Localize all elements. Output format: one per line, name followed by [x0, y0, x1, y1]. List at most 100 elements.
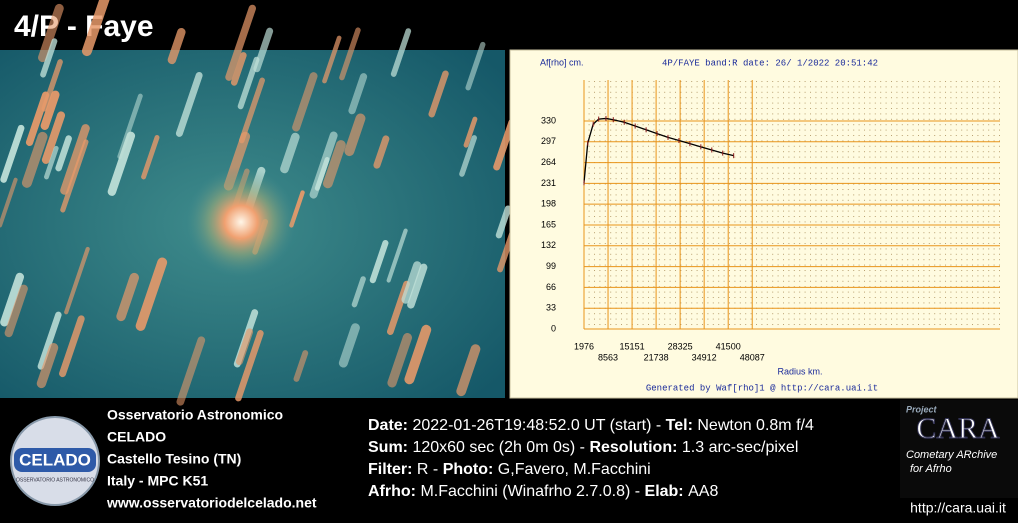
star-trail — [30, 95, 46, 142]
star-trail — [392, 338, 407, 383]
chart-footer: Generated by Waf[rho]1 @ http://cara.uai… — [646, 383, 878, 393]
star-trail — [373, 243, 386, 280]
star-trail — [87, 0, 108, 51]
star-trail — [63, 319, 82, 374]
star-trail — [238, 333, 260, 398]
info-value: Newton 0.8m f/4 — [697, 417, 814, 434]
star-trail — [9, 289, 24, 333]
star-trail — [242, 80, 262, 140]
info-label: Photo: — [443, 461, 494, 478]
star-trail — [257, 31, 270, 69]
observatory-line: Italy - MPC K51 — [107, 473, 208, 489]
star-trail — [43, 8, 60, 57]
star-trail — [45, 95, 56, 126]
y-tick-label: 0 — [551, 323, 556, 333]
star-trail — [411, 267, 424, 304]
y-tick-label: 66 — [546, 282, 556, 292]
x-tick-label: 48087 — [740, 352, 765, 362]
star-trail — [349, 118, 360, 151]
star-trail — [120, 96, 141, 157]
observatory-line: www.osservatoriodelcelado.net — [106, 495, 317, 511]
star-trail — [461, 349, 475, 391]
y-tick-label: 231 — [541, 178, 556, 188]
info-label: Afrho: — [368, 483, 416, 500]
info-line: Sum: 120x60 sec (2h 0m 0s) - Resolution:… — [368, 439, 798, 456]
info-label: Resolution: — [589, 439, 677, 456]
info-line: Date: 2022-01-26T19:48:52.0 UT (start) -… — [368, 417, 814, 434]
x-tick-label: 21738 — [644, 352, 669, 362]
star-trail — [46, 115, 61, 159]
info-label: Sum: — [368, 439, 408, 456]
y-tick-label: 198 — [541, 199, 556, 209]
star-trail — [468, 45, 483, 88]
comet — [186, 167, 296, 277]
star-trail — [43, 41, 54, 74]
star-trail — [27, 137, 43, 183]
star-trail — [466, 119, 475, 145]
info-line: Filter: R - Photo: G,Favero, M.Facchini — [368, 461, 651, 478]
info-line: Afrho: M.Facchini (Winafrho 2.7.0.8) - E… — [368, 483, 718, 500]
x-tick-label: 28325 — [668, 341, 693, 351]
observatory-line: Osservatorio Astronomico — [107, 407, 283, 423]
info-value: 2022-01-26T19:48:52.0 UT (start) - — [412, 417, 661, 434]
y-axis-label: Af[rho] cm. — [540, 57, 584, 67]
x-tick-label: 34912 — [692, 352, 717, 362]
star-trail — [144, 138, 157, 177]
star-trail — [4, 277, 19, 322]
cara-url: http://cara.uai.it — [910, 500, 1006, 516]
star-trail — [179, 75, 199, 133]
x-tick-label: 8563 — [598, 352, 618, 362]
star-trail — [499, 209, 508, 236]
star-trail — [46, 148, 56, 177]
star-trail — [296, 76, 313, 127]
star-trail — [432, 74, 446, 114]
info-label: Filter: — [368, 461, 412, 478]
star-trail — [4, 128, 21, 179]
star-trail — [343, 328, 355, 363]
y-tick-label: 99 — [546, 261, 556, 271]
star-trail — [0, 180, 16, 226]
cara-project: Project — [906, 404, 938, 414]
star-trail — [317, 159, 327, 188]
info-value: 1.3 arc-sec/pixel — [682, 439, 799, 456]
star-trail — [180, 340, 201, 402]
star-trail — [66, 249, 88, 312]
info-label: Elab: — [645, 483, 684, 500]
star-trail — [352, 77, 364, 111]
y-tick-label: 330 — [541, 115, 556, 125]
y-tick-label: 297 — [541, 136, 556, 146]
star-trail — [284, 137, 295, 169]
star-trail — [462, 138, 474, 174]
info-value: 120x60 sec (2h 0m 0s) - — [412, 439, 585, 456]
star-trail — [239, 332, 249, 362]
star-trail — [41, 315, 59, 367]
x-tick-label: 1976 — [574, 341, 594, 351]
cara-logo — [900, 400, 1018, 498]
info-value: M.Facchini (Winafrho 2.7.0.8) - — [420, 483, 640, 500]
star-trail — [324, 38, 339, 81]
star-trail — [389, 231, 406, 281]
star-trail — [354, 279, 363, 305]
observatory-line: Castello Tesino (TN) — [107, 451, 241, 467]
star-trail — [121, 278, 134, 317]
chart-title: 4P/FAYE band:R date: 26/ 1/2022 20:51:42 — [662, 58, 878, 68]
y-tick-label: 264 — [541, 157, 556, 167]
star-trail — [41, 348, 53, 384]
star-trail — [409, 330, 426, 380]
star-trail — [172, 32, 181, 60]
star-trail — [394, 31, 409, 74]
y-tick-label: 33 — [546, 303, 556, 313]
star-trail — [497, 122, 512, 167]
cara-sub: Cometary ARchive — [906, 449, 997, 461]
info-value: G,Favero, M.Facchini — [498, 461, 651, 478]
info-label: Tel: — [666, 417, 693, 434]
cara-name: CARA — [916, 412, 1000, 445]
star-trail — [112, 136, 131, 192]
star-trail — [406, 265, 418, 299]
x-tick-label: 15151 — [620, 341, 645, 351]
info-value: R - — [417, 461, 438, 478]
star-trail — [59, 139, 69, 169]
logo-band — [14, 448, 96, 472]
comet-image — [0, 0, 514, 402]
